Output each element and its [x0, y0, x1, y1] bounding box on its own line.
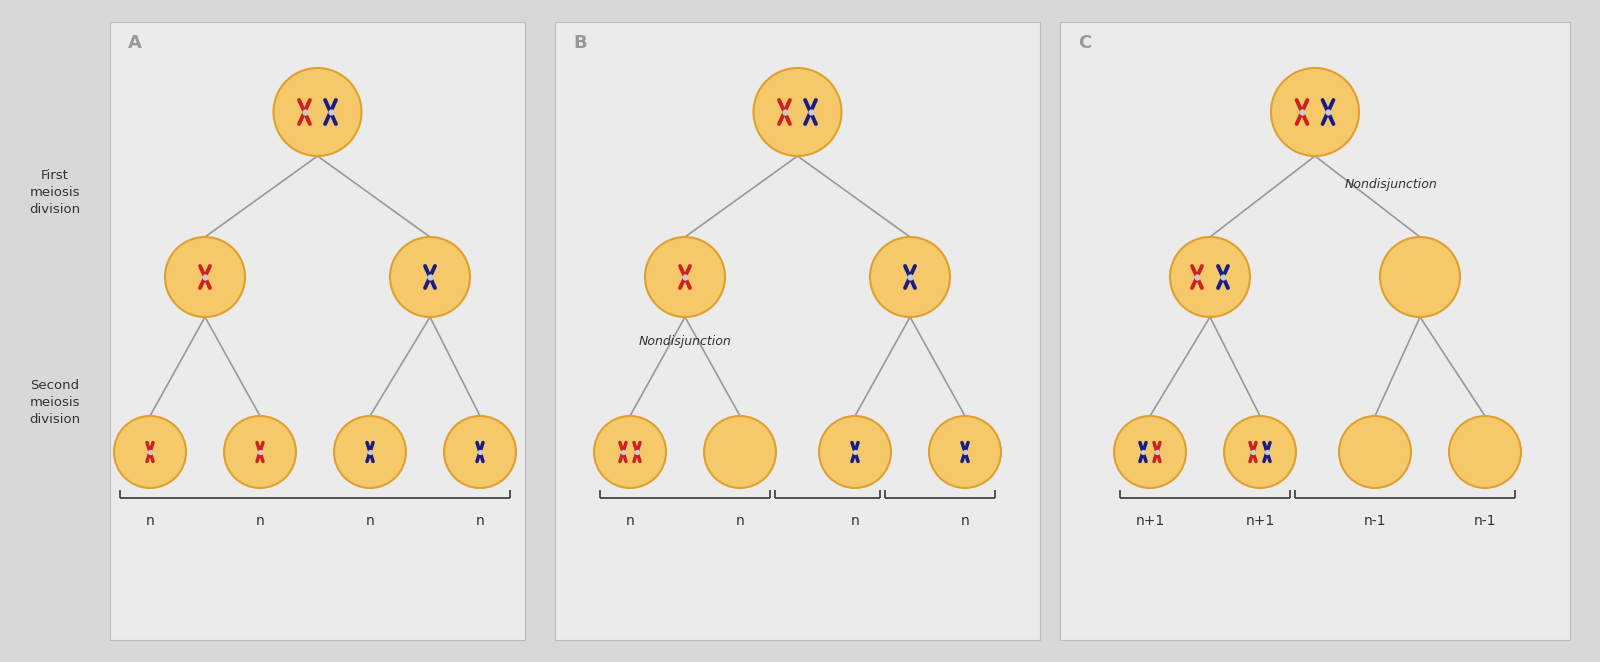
Ellipse shape — [645, 237, 725, 317]
Ellipse shape — [819, 416, 891, 488]
Text: n: n — [851, 514, 859, 528]
Text: Nondisjunction: Nondisjunction — [638, 335, 731, 348]
Text: B: B — [573, 34, 587, 52]
Ellipse shape — [390, 237, 470, 317]
Ellipse shape — [1224, 416, 1296, 488]
Ellipse shape — [334, 416, 406, 488]
Ellipse shape — [224, 416, 296, 488]
Ellipse shape — [165, 237, 245, 317]
Text: n: n — [736, 514, 744, 528]
Text: First
meiosis
division: First meiosis division — [29, 169, 80, 216]
Text: n: n — [960, 514, 970, 528]
Ellipse shape — [445, 416, 515, 488]
Text: Nondisjunction: Nondisjunction — [1346, 178, 1438, 191]
Text: n-1: n-1 — [1474, 514, 1496, 528]
FancyBboxPatch shape — [1059, 22, 1570, 640]
Ellipse shape — [754, 68, 842, 156]
Ellipse shape — [1450, 416, 1522, 488]
Text: Second
meiosis
division: Second meiosis division — [29, 379, 80, 426]
Ellipse shape — [930, 416, 1002, 488]
Text: n: n — [475, 514, 485, 528]
Ellipse shape — [1170, 237, 1250, 317]
Text: A: A — [128, 34, 142, 52]
Text: C: C — [1078, 34, 1091, 52]
Text: n: n — [146, 514, 154, 528]
Text: n+1: n+1 — [1245, 514, 1275, 528]
Ellipse shape — [114, 416, 186, 488]
Ellipse shape — [1114, 416, 1186, 488]
Ellipse shape — [870, 237, 950, 317]
Ellipse shape — [704, 416, 776, 488]
Text: n: n — [366, 514, 374, 528]
Text: n-1: n-1 — [1363, 514, 1386, 528]
Ellipse shape — [274, 68, 362, 156]
FancyBboxPatch shape — [555, 22, 1040, 640]
Text: n: n — [626, 514, 634, 528]
Ellipse shape — [594, 416, 666, 488]
Ellipse shape — [1270, 68, 1358, 156]
Ellipse shape — [1339, 416, 1411, 488]
Text: n: n — [256, 514, 264, 528]
Ellipse shape — [1379, 237, 1459, 317]
Text: n+1: n+1 — [1136, 514, 1165, 528]
FancyBboxPatch shape — [110, 22, 525, 640]
